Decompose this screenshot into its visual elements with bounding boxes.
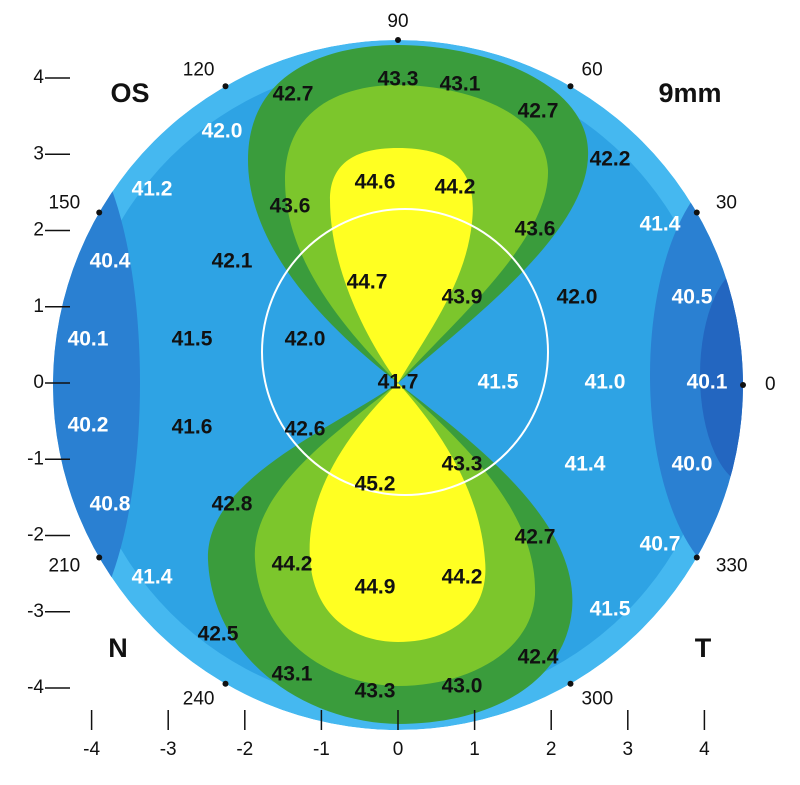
reading: 40.8 — [90, 493, 131, 516]
color-map — [53, 40, 743, 730]
angle-dot — [222, 83, 229, 90]
reading: 40.2 — [68, 414, 109, 437]
angle-dot — [222, 680, 229, 687]
angle-label: 150 — [48, 193, 80, 214]
reading: 43.1 — [272, 663, 313, 686]
x-tick-label: 0 — [393, 739, 404, 760]
angle-label: 120 — [183, 60, 215, 81]
reading: 44.2 — [435, 176, 476, 199]
angle-label: 210 — [48, 556, 80, 577]
angle-dot — [693, 554, 700, 561]
reading: 44.2 — [442, 566, 483, 589]
reading: 42.5 — [198, 623, 239, 646]
reading: 43.9 — [442, 286, 483, 309]
reading: 41.5 — [172, 328, 213, 351]
reading: 43.3 — [442, 453, 483, 476]
reading: 45.2 — [355, 473, 396, 496]
yellow-bottom — [309, 383, 486, 642]
angle-dot — [96, 209, 103, 216]
reading: 42.4 — [518, 646, 559, 669]
angle-dot — [740, 382, 746, 388]
x-tick-label: -1 — [313, 739, 330, 760]
temporal-label: T — [695, 633, 712, 663]
reading: 44.6 — [355, 171, 396, 194]
reading: 43.1 — [440, 73, 481, 96]
angle-dot — [567, 680, 574, 687]
nasal-label: N — [108, 633, 128, 663]
y-tick-label: 2 — [33, 220, 44, 241]
y-tick-label: 3 — [33, 143, 44, 164]
x-tick-label: -2 — [236, 739, 253, 760]
reading: 40.1 — [687, 371, 728, 394]
angle-dot — [96, 554, 103, 561]
angle-label: 90 — [387, 11, 408, 32]
reading: 44.2 — [272, 553, 313, 576]
reading: 42.8 — [212, 493, 253, 516]
reading: 41.5 — [478, 371, 519, 394]
angle-label: 300 — [582, 688, 614, 709]
reading: 41.2 — [132, 178, 173, 201]
reading: 43.6 — [515, 218, 556, 241]
y-tick-label: 4 — [33, 67, 44, 88]
angle-dot — [395, 37, 401, 43]
reading: 41.4 — [640, 213, 681, 236]
x-tick-label: 1 — [469, 739, 480, 760]
x-tick-label: -4 — [83, 739, 100, 760]
reading: 41.4 — [565, 453, 606, 476]
reading: 42.7 — [515, 526, 556, 549]
reading: 42.0 — [557, 286, 598, 309]
pupil-circle — [261, 208, 549, 496]
x-tick-label: 4 — [699, 739, 710, 760]
reading: 41.6 — [172, 416, 213, 439]
angle-label: 30 — [716, 193, 737, 214]
darker-blue-right — [700, 265, 743, 485]
angle-label: 60 — [582, 60, 603, 81]
angle-label: 330 — [716, 556, 748, 577]
reading: 40.0 — [672, 453, 713, 476]
x-tick-label: 3 — [623, 739, 634, 760]
yellow-top — [330, 148, 473, 383]
reading: 43.3 — [355, 680, 396, 703]
reading: 43.3 — [378, 68, 419, 91]
y-tick-label: -2 — [27, 525, 44, 546]
reading: 42.1 — [212, 250, 253, 273]
y-tick-label: -3 — [27, 601, 44, 622]
angle-label: 0 — [765, 374, 776, 395]
reading: 40.4 — [90, 250, 131, 273]
reading: 42.7 — [273, 83, 314, 106]
zone-label: 9mm — [658, 78, 721, 108]
reading: 40.7 — [640, 533, 681, 556]
reading: 41.4 — [132, 566, 173, 589]
reading: 42.7 — [518, 100, 559, 123]
reading: 41.7 — [378, 371, 419, 394]
reading: 42.6 — [285, 418, 326, 441]
y-tick-label: -1 — [27, 448, 44, 469]
reading: 41.0 — [585, 371, 626, 394]
angle-dot — [567, 83, 574, 90]
reading: 40.5 — [672, 286, 713, 309]
reading: 41.5 — [590, 598, 631, 621]
angle-label: 240 — [183, 688, 215, 709]
y-tick-label: 1 — [33, 296, 44, 317]
angle-dot — [693, 209, 700, 216]
x-tick-label: -3 — [160, 739, 177, 760]
reading: 42.0 — [285, 328, 326, 351]
reading: 42.0 — [202, 120, 243, 143]
eye-label: OS — [110, 78, 149, 108]
dark-blue-right — [650, 165, 743, 585]
x-tick-label: 2 — [546, 739, 557, 760]
reading: 44.9 — [355, 576, 396, 599]
reading: 43.0 — [442, 675, 483, 698]
reading: 44.7 — [347, 271, 388, 294]
reading: 43.6 — [270, 195, 311, 218]
y-tick-label: 0 — [33, 372, 44, 393]
reading: 42.2 — [590, 148, 631, 171]
y-tick-label: -4 — [27, 677, 44, 698]
reading: 40.1 — [68, 328, 109, 351]
